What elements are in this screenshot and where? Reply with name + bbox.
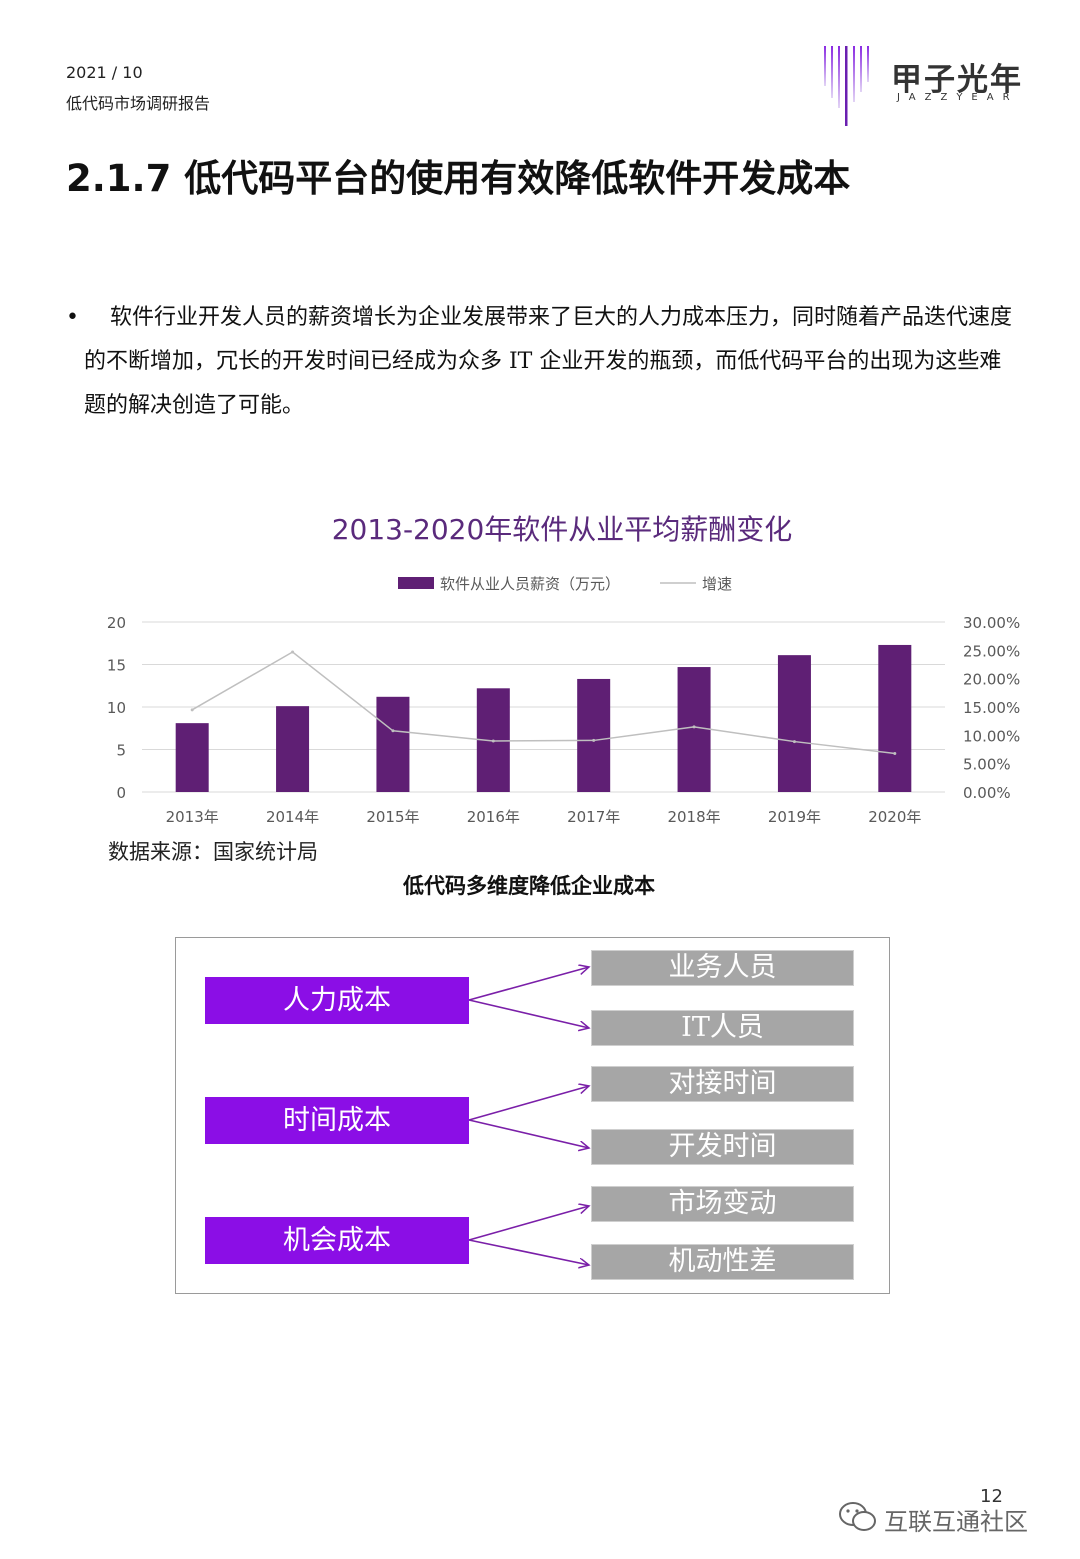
y-left-tick-label: 0 [116, 784, 126, 802]
cost-box-time: 时间成本 [205, 1097, 469, 1144]
bar [577, 678, 611, 792]
report-date: 2021 / 10 [66, 63, 143, 82]
x-tick-label: 2017年 [567, 808, 620, 826]
legend-label-line: 增速 [702, 575, 732, 593]
watermark-text: 互联互通社区 [884, 1508, 1028, 1536]
y-left-tick-label: 5 [116, 742, 126, 760]
wechat-icon [839, 1502, 876, 1531]
chart-title: 2013-2020年软件从业平均薪酬变化 [331, 513, 793, 546]
cost-box-labor: 人力成本 [205, 977, 469, 1024]
y-left-tick-label: 20 [107, 614, 126, 632]
item-box: IT人员 [591, 1010, 854, 1046]
arrow-line [468, 1206, 589, 1241]
arrow-line [468, 1119, 589, 1148]
page-number: 12 [980, 1486, 1003, 1507]
x-tick-label: 2019年 [768, 808, 821, 826]
diagram-frame [175, 937, 890, 1294]
growth-point [491, 739, 495, 743]
arrow-line [468, 1239, 589, 1265]
logo-mark-icon [824, 46, 869, 126]
x-tick-label: 2013年 [166, 808, 219, 826]
legend-label-bar: 软件从业人员薪资（万元） [440, 575, 620, 593]
item-box: 市场变动 [591, 1186, 854, 1222]
y-right-tick-label: 25.00% [963, 642, 1020, 660]
item-box: 开发时间 [591, 1129, 854, 1165]
growth-point [792, 740, 796, 744]
x-tick-label: 2014年 [266, 808, 319, 826]
cost-box-opportunity: 机会成本 [205, 1217, 469, 1264]
growth-point [692, 725, 696, 729]
paragraph-text: 软件行业开发人员的薪资增长为企业发展带来了巨大的人力成本压力，同时随着产品迭代速… [84, 305, 1013, 418]
salary-chart: 0 5 10 15 20 0.00% 5.00% 10.00% 15.00% 20.00% 25.0… [107, 575, 1020, 826]
bar [175, 723, 209, 792]
y-right-tick-label: 10.00% [963, 727, 1020, 745]
bar [376, 696, 410, 792]
growth-point [893, 751, 897, 755]
bar [677, 667, 711, 792]
item-box: 机动性差 [591, 1244, 854, 1280]
source-note: 数据来源：国家统计局 [108, 840, 318, 864]
bar [878, 644, 912, 792]
y-right-tick-label: 0.00% [963, 784, 1011, 802]
bar [777, 655, 811, 792]
bar [276, 706, 310, 792]
logo-subtext: JAZZYEAR [897, 92, 1019, 103]
arrow-line [468, 999, 589, 1028]
item-box: 业务人员 [591, 950, 854, 986]
y-left-tick-label: 15 [107, 657, 126, 675]
y-right-tick-label: 15.00% [963, 699, 1020, 717]
arrow-line [468, 1086, 589, 1121]
growth-point [190, 708, 194, 712]
report-name: 低代码市场调研报告 [66, 94, 211, 113]
x-tick-label: 2015年 [366, 808, 419, 826]
y-left-tick-label: 10 [107, 699, 126, 717]
x-tick-label: 2020年 [868, 808, 921, 826]
item-box: 对接时间 [591, 1066, 854, 1102]
x-tick-label: 2016年 [467, 808, 520, 826]
growth-line [191, 651, 895, 755]
y-right-tick-label: 5.00% [963, 756, 1011, 774]
bullet: • [66, 305, 79, 330]
logo-text: 甲子光年 [891, 62, 1023, 98]
y-right-tick-label: 30.00% [963, 614, 1020, 632]
body-paragraph: • 软件行业开发人员的薪资增长为企业发展带来了巨大的人力成本压力，同时随着产品迭… [66, 296, 1016, 428]
arrow-line [468, 967, 589, 1001]
legend-swatch-bar [398, 577, 434, 589]
x-tick-label: 2018年 [667, 808, 720, 826]
section-title: 2.1.7 低代码平台的使用有效降低软件开发成本 [66, 157, 851, 200]
growth-point [391, 729, 395, 733]
y-right-tick-label: 20.00% [963, 671, 1020, 689]
growth-point [291, 650, 295, 654]
growth-point [592, 738, 596, 742]
diagram-title: 低代码多维度降低企业成本 [403, 874, 655, 898]
